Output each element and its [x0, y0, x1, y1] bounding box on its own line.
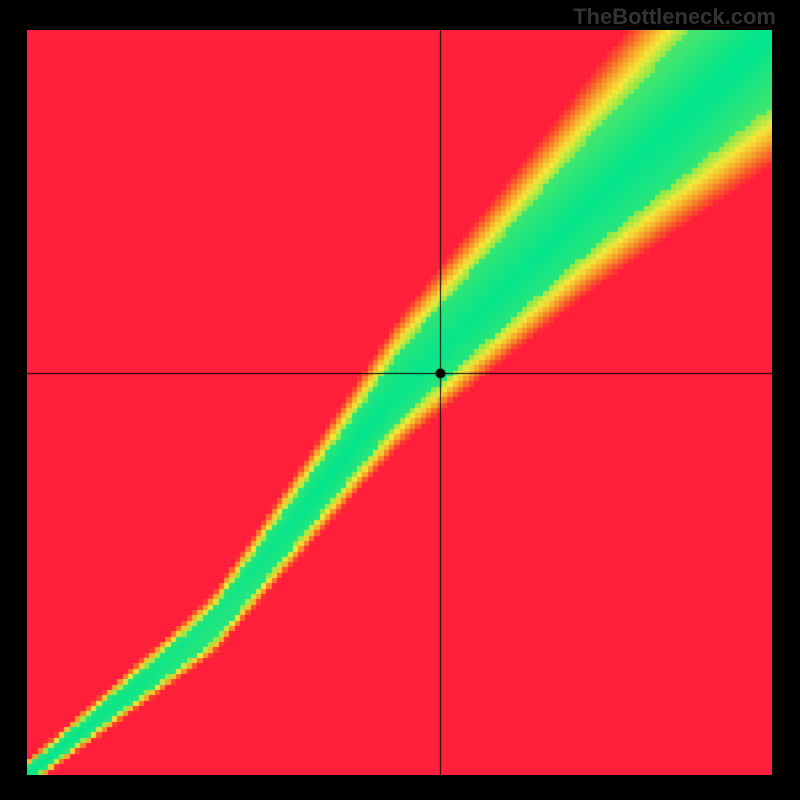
bottleneck-heatmap — [27, 30, 772, 775]
stage: TheBottleneck.com — [0, 0, 800, 800]
watermark-text: TheBottleneck.com — [573, 4, 776, 30]
